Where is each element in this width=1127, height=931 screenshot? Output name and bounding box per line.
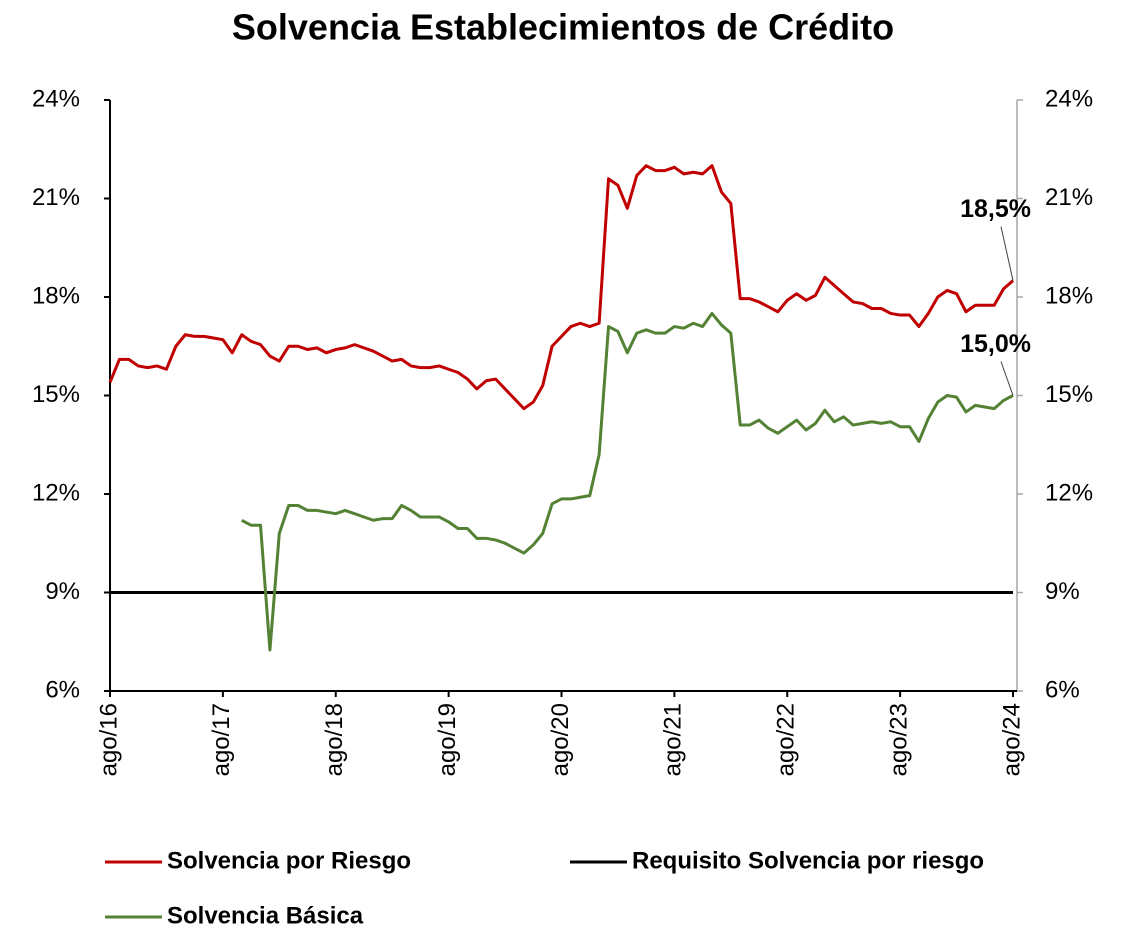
legend-label: Requisito Solvencia por riesgo bbox=[632, 847, 984, 874]
y-tick-label: 18% bbox=[32, 282, 80, 309]
y2-tick-label: 12% bbox=[1045, 479, 1093, 506]
y2-tick-label: 6% bbox=[1045, 676, 1080, 703]
series-line bbox=[108, 164, 1014, 411]
y-tick-label: 6% bbox=[45, 676, 80, 703]
legend-label: Solvencia Básica bbox=[167, 902, 364, 929]
x-tick-label: ago/24 bbox=[998, 703, 1025, 776]
y2-tick-label: 15% bbox=[1045, 381, 1093, 408]
x-tick-label: ago/21 bbox=[660, 703, 687, 776]
value-label: 18,5% bbox=[960, 195, 1031, 223]
y-tick-label: 15% bbox=[32, 381, 80, 408]
y2-tick-label: 18% bbox=[1045, 282, 1093, 309]
y2-tick-label: 9% bbox=[1045, 578, 1080, 605]
x-tick-label: ago/22 bbox=[773, 703, 800, 776]
x-tick-label: ago/18 bbox=[321, 703, 348, 776]
x-tick-label: ago/20 bbox=[547, 703, 574, 776]
y-tick-label: 12% bbox=[32, 479, 80, 506]
series-line bbox=[240, 311, 1014, 652]
y2-tick-label: 21% bbox=[1045, 184, 1093, 211]
x-tick-label: ago/17 bbox=[208, 703, 235, 776]
leader-line bbox=[1000, 226, 1014, 281]
x-tick-label: ago/19 bbox=[434, 703, 461, 776]
legend-label: Solvencia por Riesgo bbox=[167, 847, 411, 874]
chart-title: Solvencia Establecimientos de Crédito bbox=[232, 7, 894, 48]
y2-tick-label: 24% bbox=[1045, 85, 1093, 112]
y-tick-label: 9% bbox=[45, 578, 80, 605]
x-tick-label: ago/16 bbox=[95, 703, 122, 776]
value-label: 15,0% bbox=[960, 330, 1031, 358]
y-tick-label: 21% bbox=[32, 184, 80, 211]
y-tick-label: 24% bbox=[32, 85, 80, 112]
leader-line bbox=[1000, 361, 1014, 396]
x-tick-label: ago/23 bbox=[885, 703, 912, 776]
